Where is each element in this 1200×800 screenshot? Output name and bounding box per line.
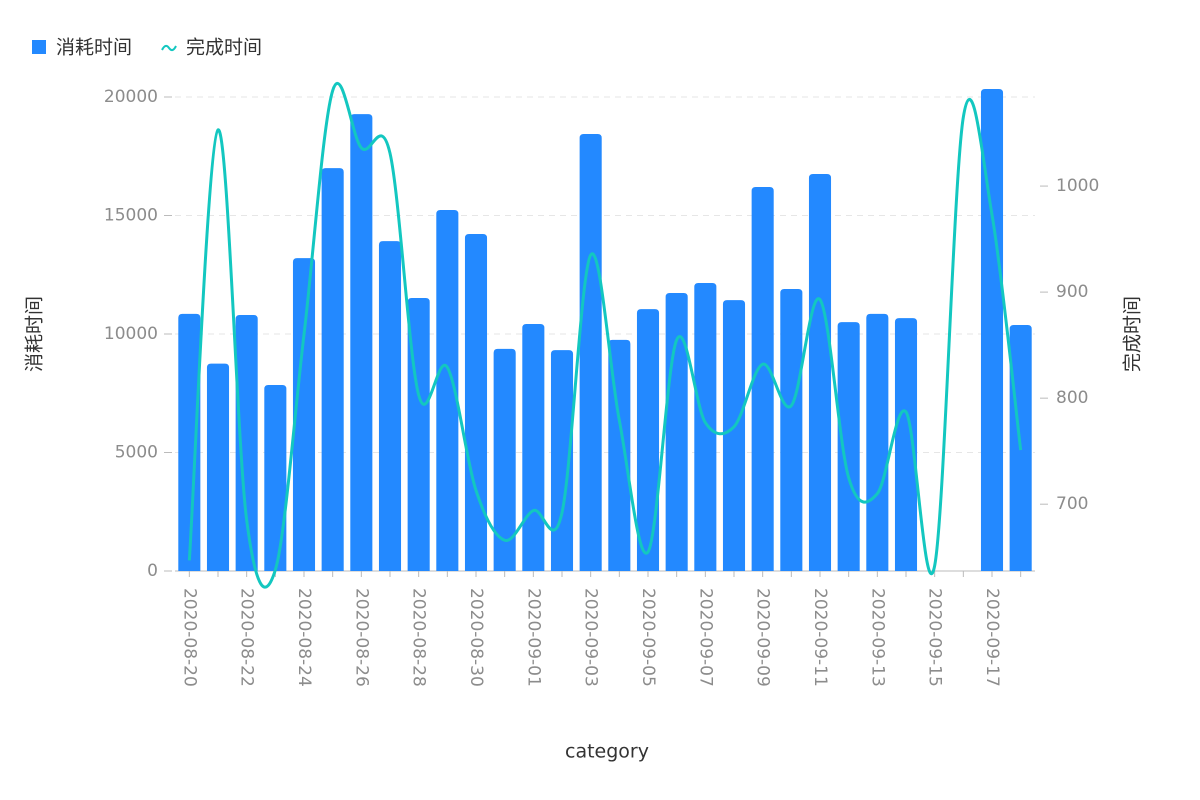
bar [751, 187, 774, 571]
x-tick-label: 2020-09-11 [810, 588, 830, 687]
y-tick-label: 10000 [104, 324, 158, 344]
x-tick-label: 2020-09-07 [695, 588, 715, 687]
bar [980, 88, 1004, 571]
y-tick-label: 0 [147, 561, 158, 581]
y2-axis-title: 完成时间 [1122, 296, 1144, 372]
y2-tick-label: 1000 [1056, 176, 1099, 196]
bar [235, 315, 258, 571]
bar [378, 241, 402, 571]
legend-label[interactable]: 消耗时间 [56, 37, 132, 59]
x-axis-title: category [565, 741, 649, 763]
bar [608, 339, 631, 571]
bar [665, 292, 688, 571]
bar [636, 309, 660, 571]
bar [579, 133, 602, 572]
bar [694, 283, 717, 571]
legend-marker [161, 44, 177, 52]
x-tick-label: 2020-08-26 [351, 588, 371, 687]
x-tick-label: 2020-08-30 [466, 588, 486, 687]
bar [780, 288, 803, 571]
y2-tick-label: 700 [1056, 494, 1088, 514]
x-tick-label: 2020-09-01 [523, 588, 543, 687]
bar [321, 168, 344, 571]
y2-tick-label: 900 [1056, 282, 1088, 302]
legend-marker [32, 40, 46, 54]
bar [808, 174, 832, 571]
bar [522, 324, 545, 571]
bar [350, 114, 373, 572]
line [187, 81, 1023, 589]
legend-label[interactable]: 完成时间 [186, 37, 262, 59]
y-axis-title: 消耗时间 [24, 296, 46, 372]
bar [464, 233, 488, 571]
bar [493, 348, 516, 571]
x-tick-label: 2020-09-03 [581, 588, 601, 687]
bar [866, 313, 889, 571]
y2-tick-label: 800 [1056, 388, 1088, 408]
bar [550, 350, 574, 571]
x-tick-label: 2020-09-17 [982, 588, 1002, 687]
x-tick-label: 2020-09-13 [867, 588, 887, 687]
y-tick-label: 5000 [115, 443, 158, 463]
x-tick-label: 2020-09-05 [638, 588, 658, 687]
bar [292, 258, 316, 571]
x-tick-label: 2020-08-24 [294, 588, 314, 687]
bar [264, 384, 287, 571]
y-tick-label: 20000 [104, 87, 158, 107]
x-tick-label: 2020-09-09 [753, 588, 773, 687]
x-tick-label: 2020-08-20 [179, 588, 199, 687]
bar [894, 318, 918, 571]
bar [436, 210, 459, 571]
x-tick-label: 2020-08-28 [409, 588, 429, 687]
bar [837, 322, 860, 571]
y-tick-label: 15000 [104, 206, 158, 226]
bar [206, 363, 230, 571]
bar [178, 313, 201, 571]
x-tick-label: 2020-08-22 [237, 588, 257, 687]
x-tick-label: 2020-09-15 [925, 588, 945, 687]
bar [722, 300, 746, 571]
